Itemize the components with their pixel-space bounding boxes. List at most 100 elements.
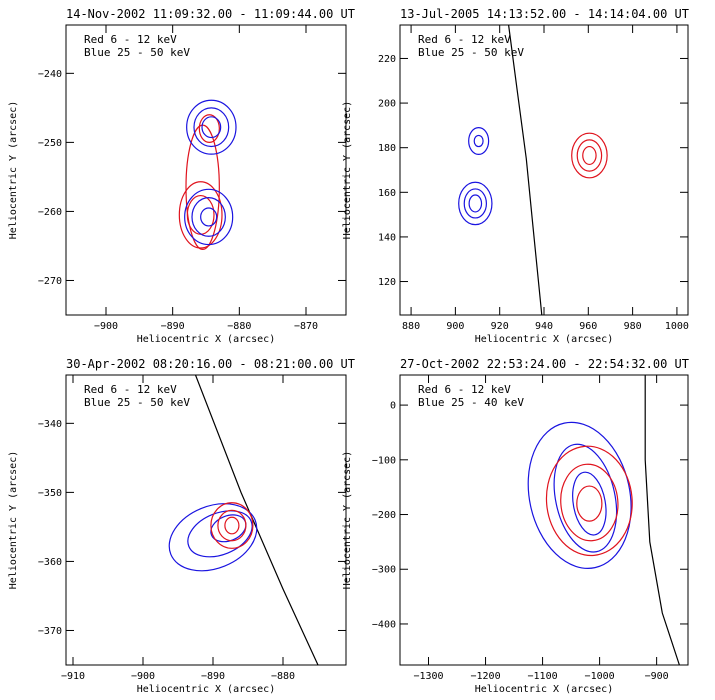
- y-tick-label: −240: [38, 69, 62, 80]
- chart-title: 30-Apr-2002 08:20:16.00 - 08:21:00.00 UT: [66, 357, 355, 371]
- x-tick-label: −1100: [528, 671, 558, 682]
- chart-title: 27-Oct-2002 22:53:24.00 - 22:54:32.00 UT: [400, 357, 689, 371]
- x-tick-label: −900: [645, 671, 669, 682]
- y-axis-label: Heliocentric Y (arcsec): [342, 451, 353, 589]
- solar-limb: [508, 25, 543, 315]
- chart-title: 13-Jul-2005 14:13:52.00 - 14:14:04.00 UT: [400, 7, 689, 21]
- x-tick-label: 960: [579, 321, 597, 332]
- x-tick-label: −1300: [413, 671, 443, 682]
- x-tick-label: 980: [624, 321, 642, 332]
- x-tick-label: −880: [271, 671, 295, 682]
- blue-contour: [473, 134, 484, 148]
- blue-contour: [184, 188, 234, 246]
- chart-panel-4: 27-Oct-2002 22:53:24.00 - 22:54:32.00 UT…: [342, 357, 689, 695]
- plot-area: [168, 375, 319, 665]
- x-tick-label: −1000: [585, 671, 615, 682]
- red-contour: [576, 139, 603, 172]
- blue-contour: [201, 116, 222, 139]
- x-tick-label: 900: [446, 321, 464, 332]
- y-tick-label: −300: [372, 565, 396, 576]
- blue-contour: [527, 421, 632, 569]
- red-contour: [571, 132, 608, 179]
- red-contour: [560, 463, 619, 542]
- red-contour: [217, 509, 247, 542]
- blue-contour: [463, 188, 488, 219]
- blue-contour: [553, 443, 618, 553]
- legend-entry: Red 6 - 12 keV: [418, 33, 511, 46]
- x-tick-label: 880: [402, 321, 420, 332]
- legend-entry: Blue 25 - 50 keV: [84, 46, 190, 59]
- y-tick-label: −200: [372, 510, 396, 521]
- x-tick-label: −910: [61, 671, 85, 682]
- chart-panel-2: 13-Jul-2005 14:13:52.00 - 14:14:04.00 UT…: [342, 7, 689, 345]
- x-tick-label: 920: [491, 321, 509, 332]
- red-contour: [545, 445, 633, 557]
- x-axis-label: Heliocentric X (arcsec): [475, 684, 613, 695]
- y-tick-label: −360: [38, 557, 62, 568]
- plot-frame: [399, 374, 689, 666]
- legend-entry: Red 6 - 12 keV: [84, 33, 177, 46]
- y-tick-label: 220: [378, 54, 396, 65]
- blue-contour: [468, 194, 483, 213]
- blue-contour: [191, 197, 226, 237]
- legend-entry: Red 6 - 12 keV: [418, 383, 511, 396]
- legend-entry: Red 6 - 12 keV: [84, 383, 177, 396]
- chart-panel-1: 14-Nov-2002 11:09:32.00 - 11:09:44.00 UT…: [8, 7, 355, 345]
- plot-area: [458, 25, 608, 315]
- y-tick-label: −100: [372, 455, 396, 466]
- y-tick-label: −370: [38, 626, 62, 637]
- red-contour: [178, 181, 223, 249]
- plot-frame: [65, 24, 347, 316]
- y-tick-label: −260: [38, 207, 62, 218]
- blue-contour: [193, 107, 230, 148]
- y-tick-label: −400: [372, 619, 396, 630]
- y-tick-label: 200: [378, 99, 396, 110]
- legend-entry: Blue 25 - 40 keV: [418, 396, 524, 409]
- y-axis-label: Heliocentric Y (arcsec): [342, 101, 353, 239]
- blue-contour: [200, 207, 218, 227]
- y-tick-label: −270: [38, 276, 62, 287]
- y-tick-label: 160: [378, 188, 396, 199]
- x-axis-label: Heliocentric X (arcsec): [475, 334, 613, 345]
- red-contour: [198, 114, 220, 143]
- y-tick-label: −250: [38, 138, 62, 149]
- solar-limb: [194, 375, 319, 665]
- x-tick-label: 940: [535, 321, 553, 332]
- y-tick-label: 0: [390, 401, 396, 412]
- x-tick-label: −890: [161, 321, 185, 332]
- plot-area: [527, 375, 680, 665]
- legend-entry: Blue 25 - 50 keV: [84, 396, 190, 409]
- plot-frame: [399, 24, 689, 316]
- blue-contour: [468, 127, 490, 155]
- x-tick-label: −900: [94, 321, 118, 332]
- chart-panel-3: 30-Apr-2002 08:20:16.00 - 08:21:00.00 UT…: [8, 357, 355, 695]
- x-tick-label: −870: [294, 321, 318, 332]
- blue-contour: [572, 471, 607, 536]
- x-tick-label: −880: [227, 321, 251, 332]
- legend-entry: Blue 25 - 50 keV: [418, 46, 524, 59]
- red-contour: [224, 516, 240, 535]
- x-tick-label: 1000: [665, 321, 689, 332]
- blue-contour: [168, 503, 258, 572]
- y-tick-label: 140: [378, 232, 396, 243]
- blue-contour: [187, 510, 253, 558]
- x-axis-label: Heliocentric X (arcsec): [137, 334, 275, 345]
- y-tick-label: 120: [378, 277, 396, 288]
- y-axis-label: Heliocentric Y (arcsec): [8, 451, 19, 589]
- red-contour: [210, 502, 254, 549]
- blue-contour: [458, 181, 493, 226]
- plot-area: [178, 99, 237, 251]
- y-axis-label: Heliocentric Y (arcsec): [8, 101, 19, 239]
- x-tick-label: −900: [131, 671, 155, 682]
- red-contour: [576, 485, 603, 522]
- y-tick-label: −340: [38, 419, 62, 430]
- x-axis-label: Heliocentric X (arcsec): [137, 684, 275, 695]
- solar-limb: [644, 375, 680, 665]
- blue-contour: [186, 99, 237, 155]
- y-tick-label: 180: [378, 143, 396, 154]
- x-tick-label: −890: [201, 671, 225, 682]
- chart-title: 14-Nov-2002 11:09:32.00 - 11:09:44.00 UT: [66, 7, 355, 21]
- plot-frame: [65, 374, 347, 666]
- y-tick-label: −350: [38, 488, 62, 499]
